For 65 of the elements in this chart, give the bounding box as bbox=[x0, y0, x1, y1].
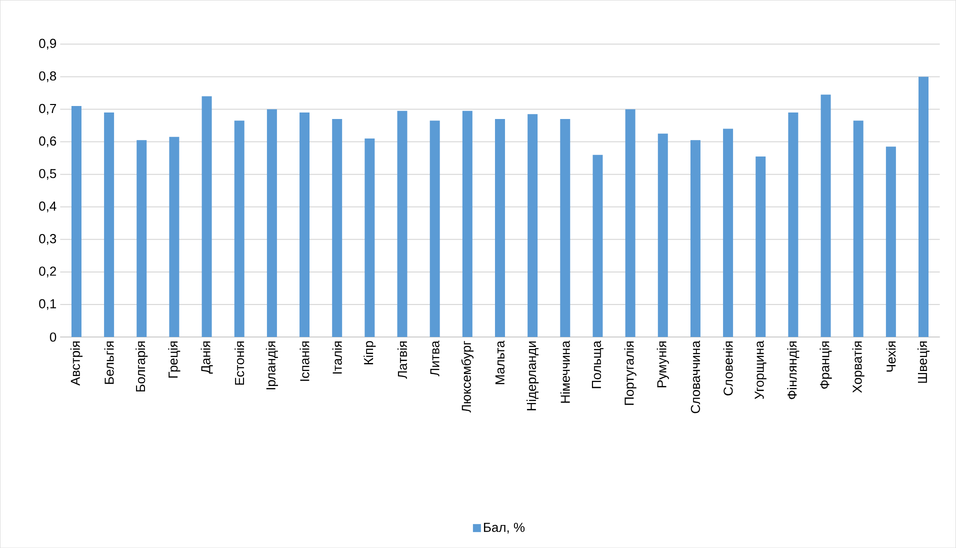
x-tick-label: Литва bbox=[430, 340, 440, 376]
x-tick-label: Мальта bbox=[495, 340, 505, 384]
x-tick-label: Франція bbox=[820, 341, 832, 389]
bar bbox=[560, 118, 570, 337]
x-tick-label: Австрія bbox=[70, 341, 83, 386]
y-tick-label: 0,7 bbox=[39, 104, 56, 115]
x-tick-label: Польща bbox=[592, 340, 604, 388]
bar bbox=[136, 140, 147, 337]
bar bbox=[723, 128, 734, 337]
y-tick-label: 0,4 bbox=[39, 201, 56, 212]
x-tick-label: Латвія bbox=[397, 341, 408, 379]
bar bbox=[886, 146, 896, 337]
bar bbox=[658, 134, 668, 337]
x-tick-label: Данія bbox=[200, 341, 213, 374]
y-tick-label: 0,5 bbox=[39, 168, 56, 180]
x-tick-label: Нідерланди bbox=[526, 341, 539, 410]
bar bbox=[332, 118, 342, 337]
x-tick-label: Болгарія bbox=[136, 341, 148, 392]
y-tick-label: 0,2 bbox=[39, 266, 56, 278]
x-tick-label: Чехія bbox=[886, 341, 896, 372]
x-tick-label: Хорватія bbox=[852, 341, 864, 393]
bar bbox=[853, 120, 864, 337]
bar bbox=[234, 120, 244, 337]
bar bbox=[300, 112, 310, 337]
x-tick-label: Словаччина bbox=[690, 340, 700, 414]
bar bbox=[364, 138, 375, 337]
x-tick-label: Швеція bbox=[918, 341, 930, 383]
bar bbox=[625, 109, 636, 337]
x-tick-label: Румунія bbox=[656, 341, 669, 388]
y-tick-label: 0,9 bbox=[39, 38, 56, 50]
bar bbox=[202, 96, 212, 337]
x-tick-label: Люксембург bbox=[461, 340, 474, 412]
y-tick-label: 0,6 bbox=[39, 136, 56, 148]
legend-label: Бал, % bbox=[484, 522, 525, 534]
x-tick-label: Фінляндія bbox=[787, 341, 800, 399]
x-tick-label: Ірландія bbox=[266, 341, 278, 390]
bar bbox=[592, 154, 603, 337]
y-tick-label: 0,1 bbox=[39, 299, 56, 310]
bar bbox=[462, 110, 472, 337]
bar bbox=[494, 118, 505, 337]
x-tick-label: Бельгія bbox=[104, 341, 114, 384]
bar bbox=[528, 114, 538, 337]
x-tick-label: Греція bbox=[168, 341, 180, 378]
x-tick-label: Естонія bbox=[234, 341, 244, 385]
bar bbox=[169, 136, 180, 337]
y-tick-label: 0 bbox=[50, 332, 56, 342]
x-tick-label: Німеччина bbox=[560, 340, 570, 403]
bar bbox=[430, 120, 440, 337]
x-tick-label: Угорщина bbox=[754, 340, 766, 400]
x-tick-label: Іспанія bbox=[300, 341, 310, 381]
x-tick-label: Португалія bbox=[624, 341, 636, 405]
bar bbox=[820, 94, 831, 337]
x-tick-label: Кіпр bbox=[364, 341, 376, 364]
bar bbox=[788, 112, 798, 337]
y-tick-label: 0,8 bbox=[39, 71, 56, 82]
bar bbox=[104, 112, 114, 337]
bar bbox=[397, 110, 408, 337]
bar bbox=[918, 76, 929, 337]
bar bbox=[266, 109, 277, 337]
x-tick-label: Словенія bbox=[723, 341, 733, 396]
y-tick-label: 0,3 bbox=[39, 234, 56, 245]
bar bbox=[690, 140, 700, 337]
x-tick-label: Італія bbox=[332, 341, 342, 374]
bar bbox=[71, 106, 82, 337]
bar bbox=[756, 156, 766, 337]
